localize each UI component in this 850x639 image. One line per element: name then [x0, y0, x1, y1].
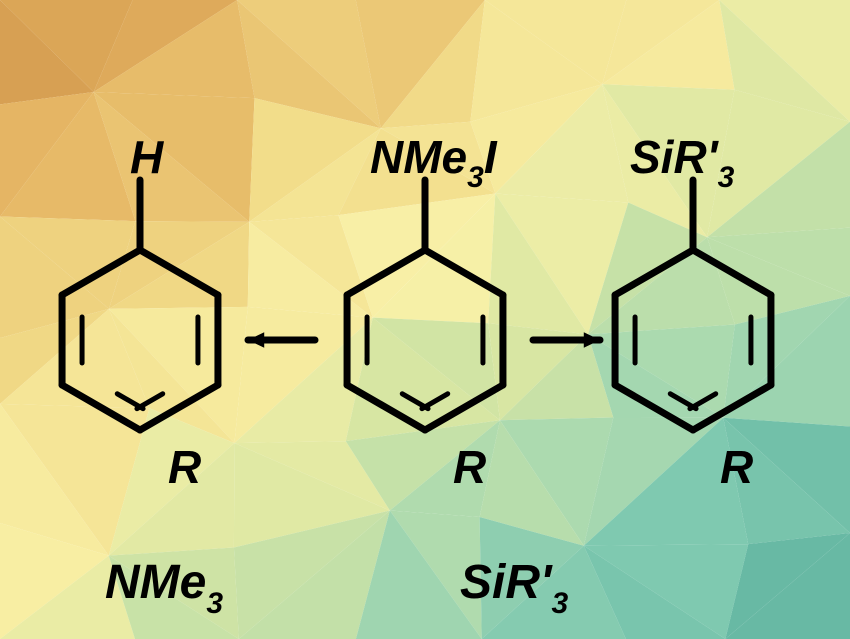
label-right-r: R	[720, 440, 753, 494]
label-right-substituent: SiR'3	[630, 130, 734, 191]
label-bottom-right: SiR'3	[460, 555, 568, 617]
label-center-substituent: NMe3I	[370, 130, 497, 191]
label-bottom-left: NMe3	[105, 555, 223, 617]
label-center-r: R	[453, 440, 486, 494]
label-left-r: R	[168, 440, 201, 494]
reaction-diagram	[0, 0, 850, 639]
label-left-substituent: H	[130, 130, 163, 184]
